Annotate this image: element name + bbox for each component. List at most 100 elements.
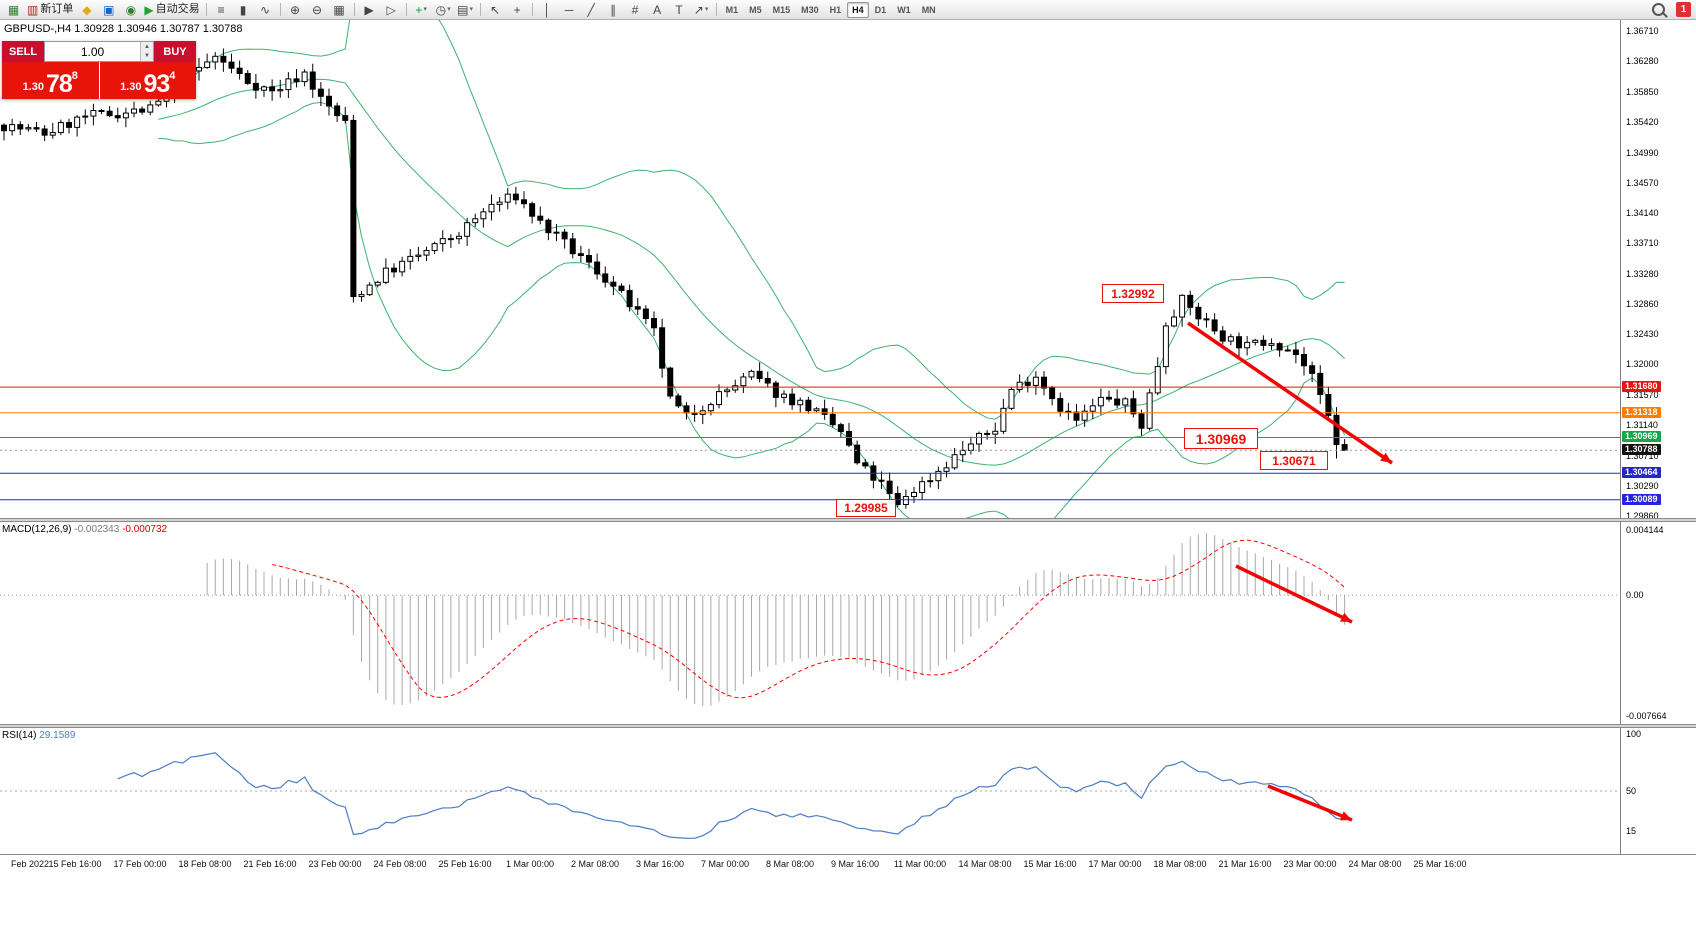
channel-icon: ∥ [610,2,617,17]
auto-scroll-icon: ▶ [364,2,374,17]
zoom-in-icon: ⊕ [290,2,301,17]
time-axis[interactable]: Feb 2022 15 Feb 16:00 17 Feb 00:00 18 Feb 0… [0,854,1696,875]
text-icon[interactable]: A [647,1,668,18]
timeframe-h4[interactable]: H4 [847,1,869,18]
timeframe-h1[interactable]: H1 [829,4,842,15]
time-label: 18 Feb 08:00 [178,859,232,869]
cursor-icon[interactable]: ↖ [485,1,506,18]
rsi-axis[interactable]: 100 50 15 [1620,728,1696,854]
notification-badge[interactable]: 1 [1676,2,1691,17]
macd-axis[interactable]: 0.004144 0.00 -0.007664 [1620,522,1696,724]
price-tick: 1.34990 [1626,147,1659,158]
price-tick: 1.32860 [1626,298,1659,309]
time-label: Feb 2022 [10,859,50,869]
horizontal-line-icon[interactable]: ─ [559,1,580,18]
macd-panel[interactable]: 0.004144 0.00 -0.007664 MACD(12,26,9) -0.0… [0,522,1696,724]
new-order-button-icon: ▥ [27,2,39,17]
timeframe-mn[interactable]: MN [921,4,936,15]
panel-splitter-2[interactable] [0,724,1696,728]
crosshair-icon[interactable]: + [507,1,528,18]
autotrade-button-icon: ▶ [144,2,154,17]
sell-button[interactable]: SELL [2,41,44,62]
rsi-axis-tick: 50 [1626,786,1637,796]
arrows-menu[interactable]: ↗ ▾ [691,1,712,18]
candlestick-chart[interactable] [0,20,1620,518]
price-tick: 1.36280 [1626,56,1659,67]
vertical-line-icon[interactable]: │ [537,1,558,18]
periods-menu[interactable]: ◷ ▾ [433,1,454,18]
rsi-panel[interactable]: 100 50 15 RSI(14) 29.1589 [0,728,1696,854]
indicators-menu: + [415,2,423,17]
time-label: 3 Mar 16:00 [635,859,685,869]
candlestick-icon[interactable]: ▮ [233,1,254,18]
volume-input[interactable] [45,42,140,61]
new-chart-icon[interactable]: ▦ [3,1,24,18]
crosshair-icon: + [513,2,521,17]
zoom-out-icon[interactable]: ⊖ [307,1,328,18]
price-tick: 1.35850 [1626,86,1659,97]
buy-button[interactable]: BUY [154,41,196,62]
ask-price-sup: 4 [169,70,176,82]
volume-up-button[interactable]: ▲ [141,42,153,52]
rsi-chart[interactable] [0,728,1620,854]
one-click-trading-widget: SELL ▲ ▼ BUY 1.30 78 8 1.30 [2,41,196,99]
new-chart-icon: ▦ [7,2,20,17]
time-label: 2 Mar 08:00 [570,859,620,869]
arrows-menu: ↗ [693,2,704,17]
horizontal-line-icon: ─ [564,2,574,17]
channel-icon[interactable]: ∥ [603,1,624,18]
timeframe-m30[interactable]: M30 [801,4,819,15]
price-annotation: 1.30969 [1184,428,1258,449]
line-chart-icon[interactable]: ∿ [255,1,276,18]
bar-chart-icon[interactable]: ≡ [211,1,232,18]
indicators-menu[interactable]: + ▾ [411,1,432,18]
macd-chart[interactable] [0,522,1620,724]
time-label: 21 Feb 16:00 [243,859,297,869]
templates-menu: ▤ [457,2,469,17]
templates-menu[interactable]: ▤ ▾ [455,1,476,18]
price-level-badge: 1.31680 [1622,381,1661,393]
price-tick: 1.30710 [1626,450,1659,461]
arrows-menu-caret: ▾ [704,6,709,13]
mql-community-icon[interactable]: ◆ [76,1,97,18]
zoom-out-icon: ⊖ [312,2,323,17]
price-tick: 1.32430 [1626,329,1659,340]
price-tick: 1.29860 [1626,510,1659,518]
price-level-badge: 1.30089 [1622,493,1661,505]
fibonacci-icon[interactable]: # [625,1,646,18]
macd-axis-tick: 0.004144 [1626,525,1664,535]
trendline-icon[interactable]: ╱ [581,1,602,18]
timeframe-d1[interactable]: D1 [874,4,887,15]
time-label: 14 Mar 08:00 [958,859,1012,869]
tile-windows-icon[interactable]: ▦ [329,1,350,18]
profile-icon[interactable]: ▣ [98,1,119,18]
panel-splitter[interactable] [0,518,1696,522]
timeframe-m15[interactable]: M15 [772,4,791,15]
macd-value-signal: -0.000732 [122,524,168,535]
search-button[interactable] [1650,1,1675,18]
price-axis[interactable]: 1.36710 1.36280 1.35850 1.35420 1.34990 1.345… [1620,20,1696,518]
price-chart-panel[interactable]: 1.36710 1.36280 1.35850 1.35420 1.34990 1.345… [0,20,1696,518]
trendline-icon: ╱ [587,2,595,17]
timeframe-w1[interactable]: W1 [897,4,911,15]
bid-price-sup: 8 [71,70,78,82]
zoom-in-icon[interactable]: ⊕ [285,1,306,18]
price-tick: 1.31140 [1626,420,1658,431]
bid-price-button[interactable]: 1.30 78 8 [2,62,99,99]
timeframe-m5[interactable]: M5 [749,4,762,15]
time-label: 25 Feb 16:00 [438,859,492,869]
ask-price-button[interactable]: 1.30 93 4 [99,62,196,99]
market-icon[interactable]: ◉ [120,1,141,18]
macd-value-main: -0.002343 [74,524,120,535]
auto-scroll-icon[interactable]: ▶ [359,1,380,18]
timeframe-m1[interactable]: M1 [725,4,739,15]
price-tick: 1.34140 [1626,207,1659,218]
autotrade-button[interactable]: ▶ 自动交易 [142,1,201,18]
price-tick: 1.33280 [1626,268,1659,279]
new-order-button[interactable]: ▥ 新订单 [25,1,75,18]
market-icon: ◉ [125,2,137,17]
volume-stepper: ▲ ▼ [140,42,153,61]
volume-down-button[interactable]: ▼ [141,51,153,61]
chart-shift-icon[interactable]: ▷ [381,1,402,18]
text-label-icon[interactable]: T [669,1,690,18]
